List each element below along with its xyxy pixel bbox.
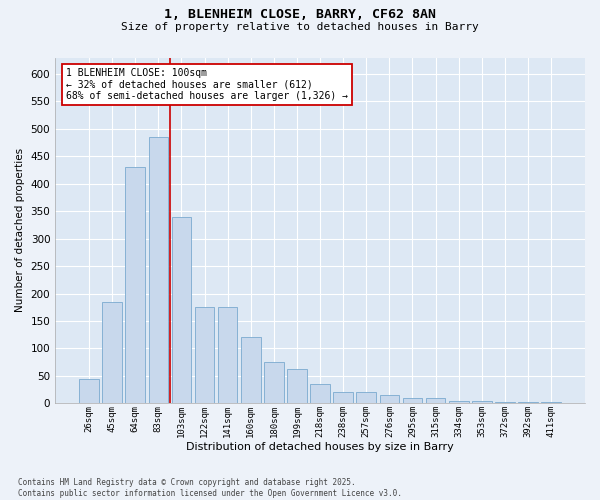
Bar	[241, 338, 260, 404]
Bar	[472, 401, 491, 404]
Text: Size of property relative to detached houses in Barry: Size of property relative to detached ho…	[121, 22, 479, 32]
Text: 1 BLENHEIM CLOSE: 100sqm
← 32% of detached houses are smaller (612)
68% of semi-: 1 BLENHEIM CLOSE: 100sqm ← 32% of detach…	[66, 68, 348, 101]
Bar	[449, 400, 469, 404]
Bar	[218, 307, 238, 404]
Bar	[264, 362, 284, 404]
X-axis label: Distribution of detached houses by size in Barry: Distribution of detached houses by size …	[186, 442, 454, 452]
Bar	[310, 384, 330, 404]
Bar	[149, 137, 168, 404]
Text: Contains HM Land Registry data © Crown copyright and database right 2025.
Contai: Contains HM Land Registry data © Crown c…	[18, 478, 402, 498]
Bar	[541, 402, 561, 404]
Bar	[518, 402, 538, 404]
Bar	[103, 302, 122, 404]
Bar	[172, 216, 191, 404]
Bar	[356, 392, 376, 404]
Text: 1, BLENHEIM CLOSE, BARRY, CF62 8AN: 1, BLENHEIM CLOSE, BARRY, CF62 8AN	[164, 8, 436, 20]
Bar	[403, 398, 422, 404]
Bar	[334, 392, 353, 404]
Bar	[495, 402, 515, 404]
Bar	[380, 395, 399, 404]
Bar	[125, 168, 145, 404]
Bar	[79, 378, 99, 404]
Bar	[195, 307, 214, 404]
Y-axis label: Number of detached properties: Number of detached properties	[15, 148, 25, 312]
Bar	[287, 370, 307, 404]
Bar	[426, 398, 445, 404]
